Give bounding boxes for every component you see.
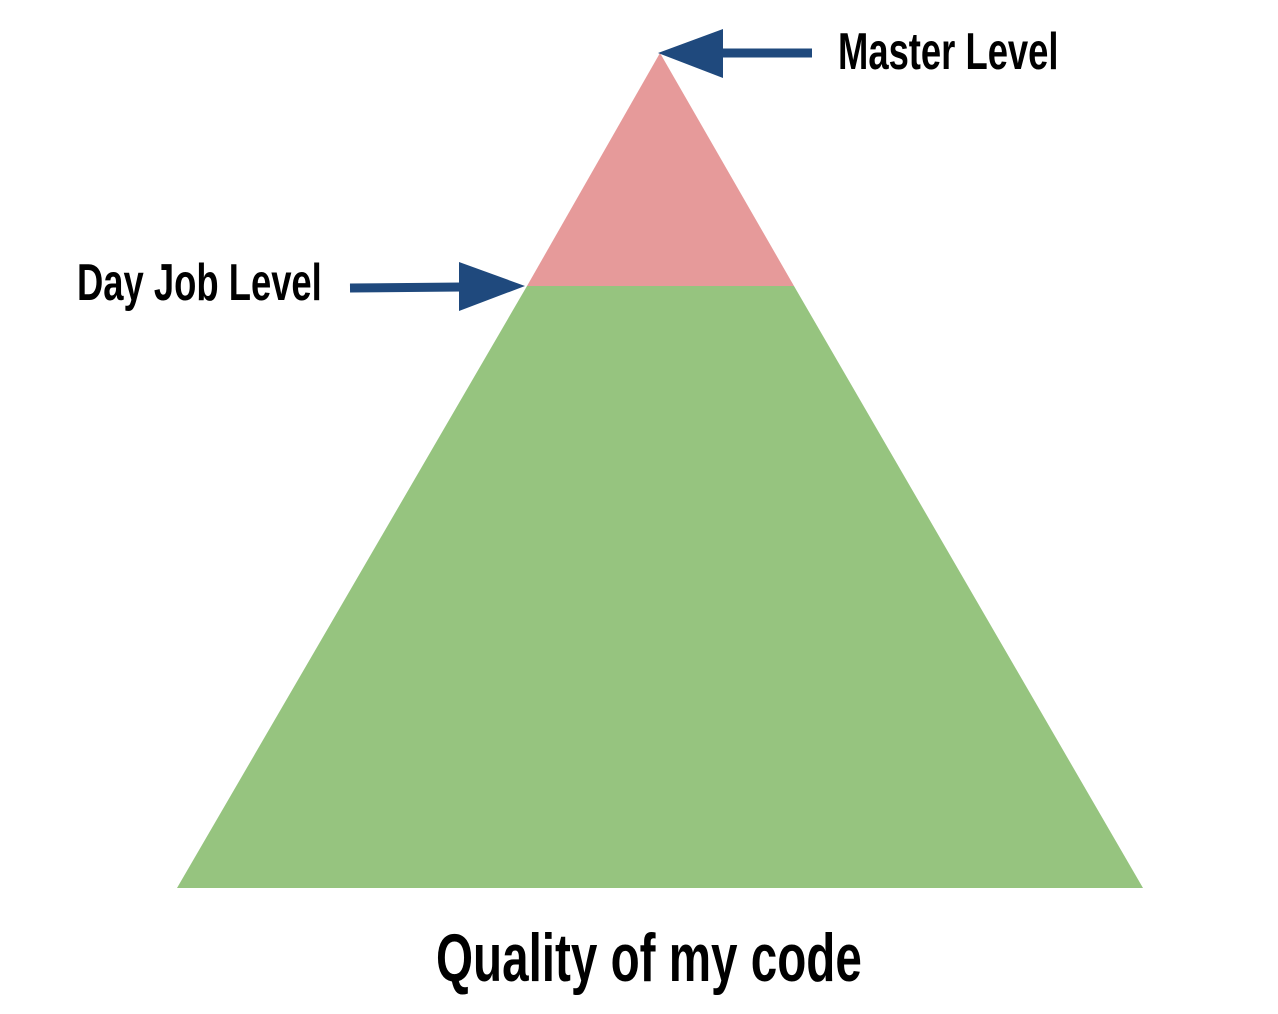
master-level-label: Master Level <box>838 23 1059 81</box>
day-job-level-arrow <box>349 262 525 311</box>
pyramid-top-section <box>527 53 794 286</box>
master-level-arrow <box>658 29 812 78</box>
day-job-level-label: Day Job Level <box>77 254 322 312</box>
diagram-caption: Quality of my code <box>436 920 862 996</box>
pyramid-base-section <box>177 286 1143 888</box>
